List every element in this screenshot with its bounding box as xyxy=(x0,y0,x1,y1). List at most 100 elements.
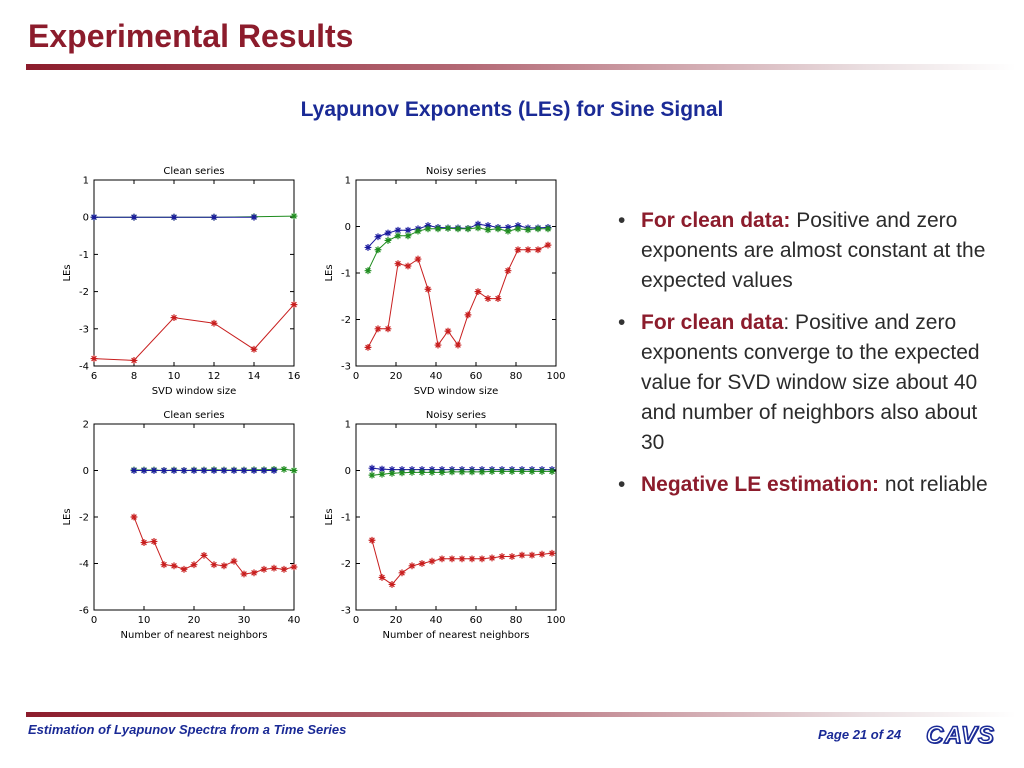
data-point xyxy=(374,246,382,254)
data-point xyxy=(518,551,526,559)
data-point xyxy=(394,226,402,234)
y-tick-label: 0 xyxy=(83,466,89,477)
data-point xyxy=(364,267,372,275)
y-tick-label: -3 xyxy=(341,362,351,373)
data-point xyxy=(504,227,512,235)
footer-divider xyxy=(26,712,1016,717)
data-point xyxy=(474,288,482,295)
x-tick-label: 40 xyxy=(288,615,301,626)
x-axis-label: SVD window size xyxy=(414,386,499,397)
data-point xyxy=(130,357,138,364)
y-tick-label: -1 xyxy=(341,269,351,280)
data-point xyxy=(170,562,178,570)
bullet-item: Negative LE estimation: not reliable xyxy=(612,470,992,500)
plot-frame xyxy=(93,179,295,367)
data-point xyxy=(290,301,298,309)
data-point xyxy=(394,232,402,240)
y-tick-label: -2 xyxy=(79,513,89,524)
slide-title: Experimental Results xyxy=(28,18,354,54)
bullet-text: : Positive and zero exponents converge t… xyxy=(641,311,980,454)
data-point xyxy=(524,226,532,234)
data-point xyxy=(428,557,436,565)
data-point xyxy=(210,467,218,474)
plot-title: Noisy series xyxy=(426,166,486,177)
x-tick-label: 6 xyxy=(91,371,97,382)
data-point xyxy=(438,468,446,476)
y-tick-label: -4 xyxy=(79,559,89,570)
data-point xyxy=(454,341,462,349)
data-point xyxy=(428,468,436,476)
data-point xyxy=(384,237,392,244)
data-point xyxy=(444,327,452,335)
data-point xyxy=(418,468,426,476)
bullet-text: not reliable xyxy=(879,473,988,496)
x-tick-label: 40 xyxy=(430,371,443,382)
bullet-item: For clean data: Positive and zero expone… xyxy=(612,206,992,296)
x-tick-label: 10 xyxy=(138,615,151,626)
y-tick-label: 2 xyxy=(83,420,89,431)
data-point xyxy=(398,469,406,477)
chart-neighbors-noisy-svg: Noisy series 0 20 40 60 80 100 1 0 -1 -2 -3 Number o… xyxy=(324,410,566,641)
data-point xyxy=(444,224,452,232)
data-point xyxy=(538,468,546,475)
y-tick-label: 1 xyxy=(345,176,351,187)
x-tick-label: 10 xyxy=(168,371,181,382)
data-point xyxy=(250,569,258,577)
data-point xyxy=(378,574,386,581)
data-point xyxy=(398,569,406,577)
data-point xyxy=(130,467,138,474)
data-point xyxy=(378,465,386,473)
title-divider xyxy=(26,64,1016,70)
data-point xyxy=(468,468,476,476)
data-point xyxy=(488,554,496,562)
data-series xyxy=(368,536,556,588)
data-point xyxy=(514,246,522,254)
data-point xyxy=(474,224,482,232)
data-point xyxy=(290,563,298,571)
bullet-item: For clean data: Positive and zero expone… xyxy=(612,308,992,458)
data-point xyxy=(458,468,466,476)
data-point xyxy=(190,561,198,569)
x-tick-label: 16 xyxy=(288,371,301,382)
page-current: 21 xyxy=(852,727,868,742)
data-point xyxy=(508,468,516,475)
data-point xyxy=(240,570,248,578)
x-tick-label: 20 xyxy=(188,615,201,626)
footer-title: Estimation of Lyapunov Spectra from a Ti… xyxy=(28,722,347,737)
page-total: 24 xyxy=(886,727,902,742)
y-tick-label: -2 xyxy=(341,315,351,326)
data-series xyxy=(90,301,298,364)
data-point xyxy=(528,551,536,559)
data-point xyxy=(498,468,506,475)
data-series xyxy=(364,241,552,351)
data-point xyxy=(464,225,472,233)
data-point xyxy=(408,562,416,570)
data-point xyxy=(418,560,426,567)
data-point xyxy=(448,468,456,476)
y-axis-label: LEs xyxy=(62,264,73,281)
data-point xyxy=(90,355,98,362)
x-tick-label: 60 xyxy=(470,615,483,626)
data-point xyxy=(170,314,178,322)
data-point xyxy=(290,212,298,220)
data-point xyxy=(474,220,482,228)
data-point xyxy=(388,466,396,473)
data-point xyxy=(374,325,382,333)
data-point xyxy=(384,325,392,333)
data-point xyxy=(150,538,158,545)
data-point xyxy=(250,213,258,221)
data-point xyxy=(534,225,542,233)
plot-title: Clean series xyxy=(163,166,224,177)
data-point xyxy=(130,213,138,221)
data-point xyxy=(180,467,188,474)
y-tick-label: -2 xyxy=(79,287,89,298)
data-point xyxy=(160,561,168,569)
data-point xyxy=(458,555,466,563)
data-point xyxy=(484,222,492,229)
data-point xyxy=(538,550,546,558)
data-series xyxy=(130,513,298,578)
bullet-list: For clean data: Positive and zero expone… xyxy=(612,206,992,512)
y-axis-label: LEs xyxy=(324,508,335,525)
data-point xyxy=(414,255,422,263)
